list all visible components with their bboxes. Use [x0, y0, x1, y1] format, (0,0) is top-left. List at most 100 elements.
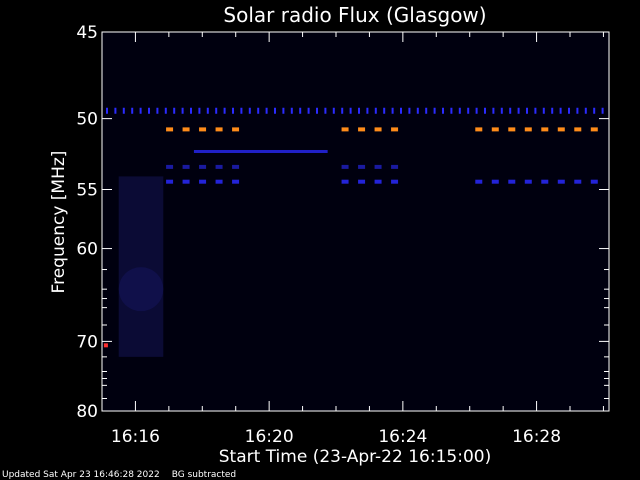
interference-dot [458, 107, 461, 114]
interference-dash [524, 127, 532, 132]
x-tick-label: 16:20 [245, 427, 294, 447]
interference-dot [274, 107, 276, 114]
y-tick-label: 70 [76, 332, 98, 352]
interference-dot [517, 107, 520, 114]
plot-frame [101, 31, 610, 412]
interference-dot [593, 107, 596, 114]
interference-dot [467, 107, 470, 114]
interference-dot [366, 107, 369, 114]
interference-dot [601, 107, 604, 114]
interference-dot [299, 107, 302, 114]
interference-dash [166, 164, 174, 169]
interference-dot [206, 107, 209, 114]
background-note: BG subtracted [171, 470, 237, 480]
x-axis-label: Start Time (23-Apr-22 16:15:00) [219, 447, 491, 467]
interference-dash [391, 127, 399, 132]
interference-dot [156, 107, 159, 114]
interference-dash [590, 179, 598, 184]
interference-dash [182, 179, 190, 184]
interference-dot [131, 107, 134, 114]
updated-timestamp: Updated Sat Apr 23 16:46:28 2022 [2, 470, 160, 480]
interference-dash [574, 127, 582, 132]
interference-dash [475, 179, 483, 184]
interference-dash [541, 179, 549, 184]
interference-dot [198, 107, 201, 114]
interference-dash [232, 127, 240, 132]
interference-dot [551, 107, 554, 114]
interference-dash [166, 127, 174, 132]
interference-dot [341, 107, 344, 114]
interference-dot [332, 107, 335, 114]
interference-dot [492, 107, 495, 114]
interference-dash [358, 179, 366, 184]
interference-dash [574, 179, 582, 184]
interference-dot [106, 107, 108, 114]
interference-dash [358, 127, 366, 132]
interference-dot [282, 107, 285, 114]
interference-dash [590, 127, 598, 132]
y-tick-label: 60 [76, 240, 98, 260]
interference-dot [484, 107, 486, 114]
interference-dash [524, 179, 532, 184]
plot-area [102, 32, 609, 411]
spectrogram-chart: 45 50 55 60 70 80 16:16 16:20 16:24 16:28 Solar … [49, 3, 610, 467]
interference-dot [240, 107, 243, 114]
interference-dash [391, 179, 399, 184]
y-tick-label: 80 [76, 402, 98, 422]
interference-dot [534, 107, 537, 114]
interference-dot [358, 107, 360, 114]
interference-dot [164, 107, 167, 114]
interference-dot [181, 107, 184, 114]
interference-dot [307, 107, 310, 114]
interference-dash [475, 127, 483, 132]
interference-dash [215, 127, 223, 132]
red-spot [103, 343, 108, 348]
y-axis: 45 50 55 60 70 80 [76, 23, 609, 422]
interference-dot [248, 107, 251, 114]
interference-dash [232, 164, 240, 169]
y-tick-label: 55 [76, 181, 98, 201]
interference-dot [190, 107, 192, 114]
interference-dot [450, 107, 453, 114]
interference-dot [383, 107, 386, 114]
interference-dash [508, 127, 516, 132]
interference-dot [290, 107, 293, 114]
interference-dot [442, 107, 444, 114]
interference-dash [508, 179, 516, 184]
interference-dot [257, 107, 260, 114]
interference-dash [491, 179, 499, 184]
interference-dash [215, 164, 223, 169]
x-tick-label: 16:16 [111, 427, 160, 447]
interference-dot [416, 107, 419, 114]
interference-dash [557, 127, 565, 132]
interference-dot [316, 107, 318, 114]
interference-dot [148, 107, 150, 114]
interference-dot [408, 107, 411, 114]
interference-dash [374, 164, 382, 169]
interference-dash [491, 127, 499, 132]
interference-dash [341, 179, 349, 184]
interference-dot [349, 107, 352, 114]
interference-dot [324, 107, 327, 114]
interference-dot [509, 107, 512, 114]
y-tick-label: 50 [76, 110, 98, 130]
y-axis-label: Frequency [MHz] [49, 151, 69, 294]
interference-dot [475, 107, 478, 114]
interference-dash [557, 179, 565, 184]
interference-dot [114, 107, 117, 114]
interference-dash [374, 179, 382, 184]
footer: Updated Sat Apr 23 16:46:28 2022 BG subtr… [2, 470, 248, 480]
x-tick-label: 16:28 [512, 427, 561, 447]
interference-dash [374, 127, 382, 132]
x-tick-label: 16:24 [378, 427, 427, 447]
interference-dash [166, 179, 174, 184]
interference-dash [182, 127, 190, 132]
interference-dot [400, 107, 402, 114]
interference-dot [391, 107, 394, 114]
interference-dash [215, 179, 223, 184]
interference-dot [215, 107, 218, 114]
plot-background [102, 32, 609, 411]
interference-dot [433, 107, 436, 114]
interference-dot [265, 107, 268, 114]
broadband-enhancement [118, 176, 164, 357]
